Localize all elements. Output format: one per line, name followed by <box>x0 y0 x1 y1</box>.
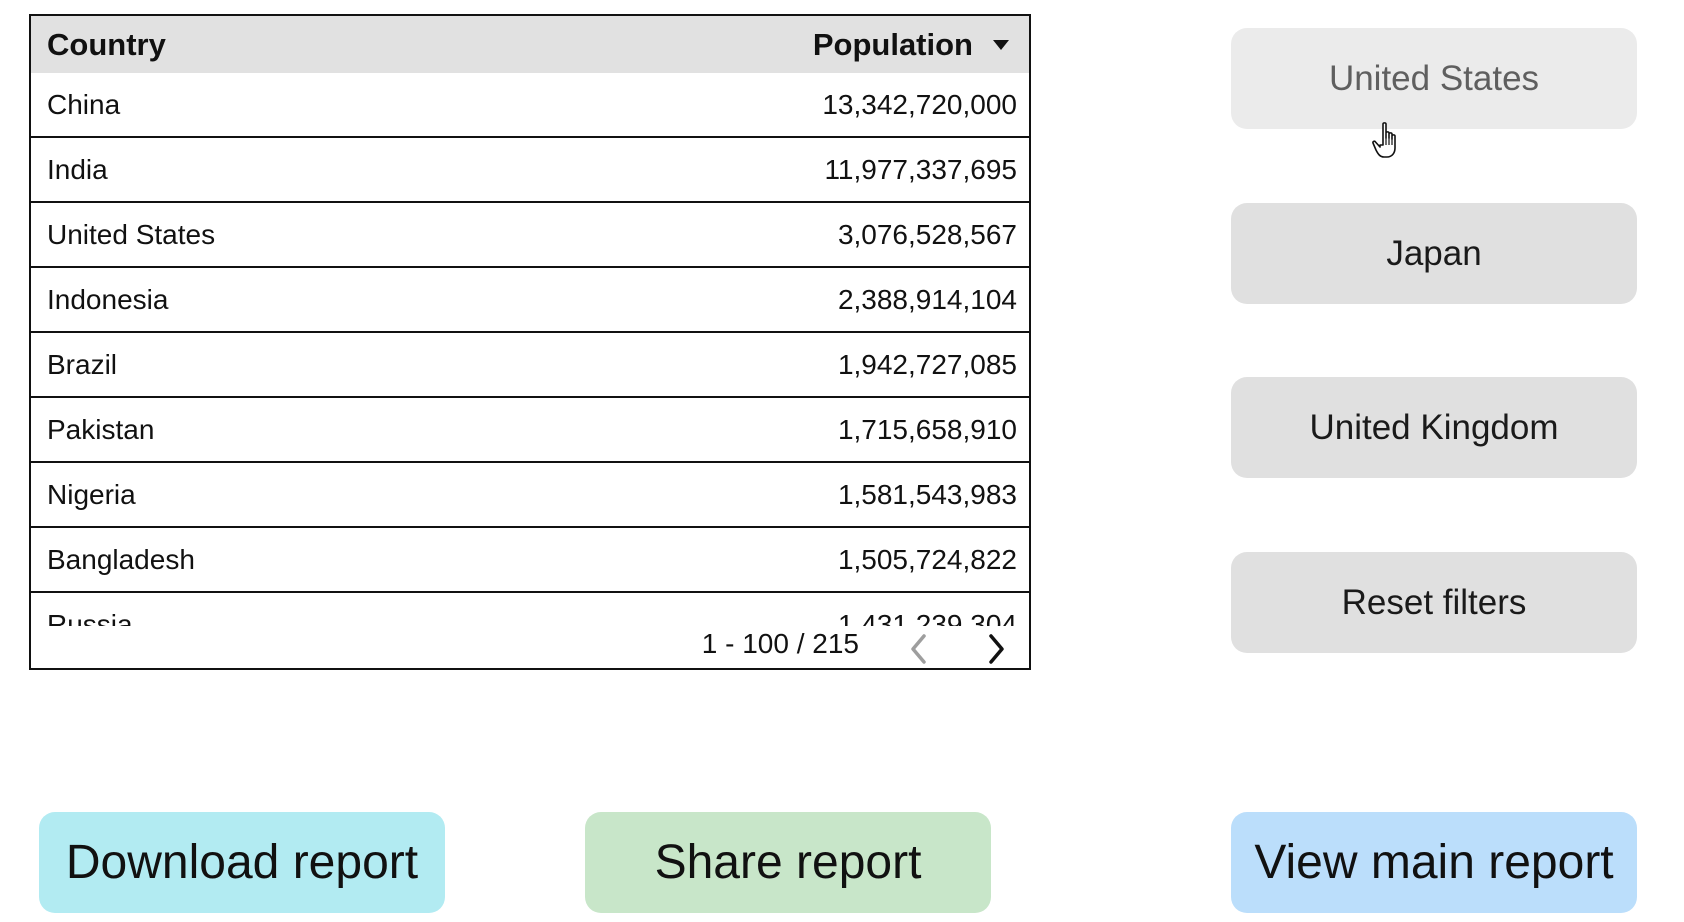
caret-down-icon <box>993 39 1009 50</box>
table-row[interactable]: United States 3,076,528,567 <box>31 203 1029 268</box>
filter-button-united-kingdom[interactable]: United Kingdom <box>1231 377 1637 478</box>
column-header-population-label: Population <box>812 26 973 62</box>
filter-button-japan[interactable]: Japan <box>1231 203 1637 304</box>
pagination-range: 1 - 100 / 215 <box>701 628 859 659</box>
table-row[interactable]: Russia 1,431,239,304 <box>31 593 1029 627</box>
table-header: Country Population <box>31 16 1029 73</box>
cell-country: Brazil <box>47 348 118 380</box>
cell-population: 1,715,658,910 <box>837 413 1017 445</box>
cell-country: Indonesia <box>47 283 169 315</box>
cell-population: 2,388,914,104 <box>837 283 1017 315</box>
column-header-country[interactable]: Country <box>47 26 166 62</box>
cell-country: China <box>47 88 121 120</box>
cell-population: 11,977,337,695 <box>824 153 1017 185</box>
table-row[interactable]: India 11,977,337,695 <box>31 138 1029 203</box>
cell-country: Pakistan <box>47 413 155 445</box>
cell-population: 3,076,528,567 <box>837 218 1017 250</box>
table-row[interactable]: Indonesia 2,388,914,104 <box>31 268 1029 333</box>
column-header-population[interactable]: Population <box>813 27 1015 63</box>
filter-button-united-states[interactable]: United States <box>1231 28 1637 129</box>
cell-population: 13,342,720,000 <box>822 88 1017 120</box>
table-row[interactable]: Bangladesh 1,505,724,822 <box>31 528 1029 593</box>
cell-population: 1,505,724,822 <box>837 543 1017 575</box>
chevron-right-icon[interactable] <box>981 632 1011 666</box>
cell-country: Nigeria <box>47 478 136 510</box>
table-row[interactable]: Brazil 1,942,727,085 <box>31 333 1029 398</box>
table-row[interactable]: China 13,342,720,000 <box>31 73 1029 138</box>
cell-country: Russia <box>47 608 133 627</box>
reset-filters-button[interactable]: Reset filters <box>1231 552 1637 653</box>
population-table: Country Population China 13,342,720,000 In… <box>29 14 1031 670</box>
cell-population: 1,942,727,085 <box>837 348 1017 380</box>
table-row[interactable]: Nigeria 1,581,543,983 <box>31 463 1029 528</box>
chevron-left-icon[interactable] <box>905 632 935 666</box>
table-row[interactable]: Pakistan 1,715,658,910 <box>31 398 1029 463</box>
cell-country: United States <box>47 218 216 250</box>
share-report-button[interactable]: Share report <box>585 812 991 913</box>
cell-population: 1,431,239,304 <box>837 608 1017 627</box>
download-report-button[interactable]: Download report <box>39 812 445 913</box>
table-body[interactable]: China 13,342,720,000 India 11,977,337,695 Un… <box>31 73 1029 626</box>
cell-population: 1,581,543,983 <box>837 478 1017 510</box>
view-main-report-button[interactable]: View main report <box>1231 812 1637 913</box>
pagination: 1 - 100 / 215 <box>31 626 1029 668</box>
cell-country: India <box>47 153 108 185</box>
hand-pointer-icon <box>1372 121 1406 161</box>
cell-country: Bangladesh <box>47 543 195 575</box>
